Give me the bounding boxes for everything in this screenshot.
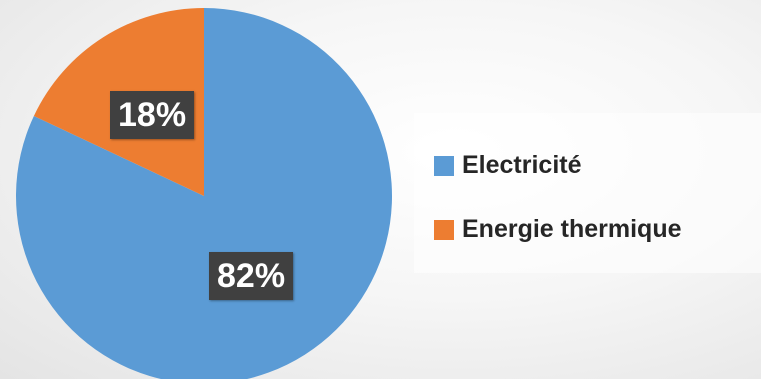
legend-swatch-electricite <box>434 155 454 176</box>
legend-item-energie-thermique: Energie thermique <box>434 215 682 244</box>
pie-slice-electricite <box>16 8 392 379</box>
chart-legend: Electricité Energie thermique <box>414 113 761 273</box>
legend-label-energie-thermique: Energie thermique <box>462 215 682 243</box>
data-label-electricite: 82% <box>209 252 294 300</box>
legend-item-electricite: Electricité <box>434 151 582 180</box>
legend-label-electricite: Electricité <box>462 151 582 179</box>
data-label-energie-thermique: 18% <box>110 91 195 139</box>
legend-swatch-energie-thermique <box>434 219 454 240</box>
